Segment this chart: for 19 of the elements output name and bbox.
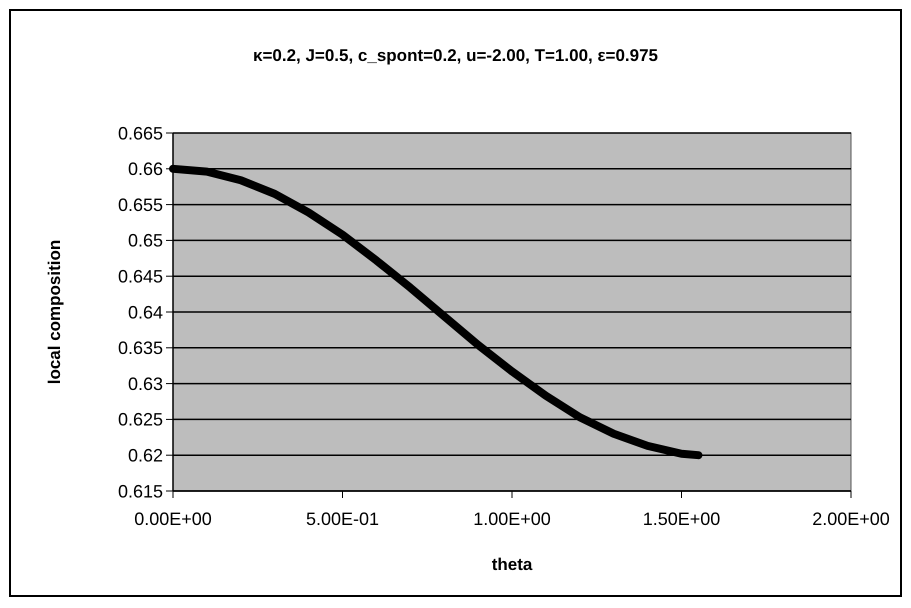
y-tick-label: 0.615 <box>118 481 163 502</box>
y-tick-label: 0.625 <box>118 410 163 430</box>
x-tick-label: 0.00E+00 <box>134 509 212 529</box>
y-axis-title: local composition <box>45 240 64 384</box>
y-tick-label: 0.635 <box>118 338 163 358</box>
x-tick-label: 2.00E+00 <box>812 509 890 529</box>
x-axis-title: theta <box>492 555 533 574</box>
y-tick-label: 0.65 <box>128 230 163 251</box>
y-tick-label: 0.645 <box>118 266 163 286</box>
y-tick-label: 0.66 <box>128 159 163 180</box>
y-tick-label: 0.62 <box>128 446 163 466</box>
y-tick-label: 0.64 <box>128 302 163 322</box>
x-tick-label: 1.50E+00 <box>642 509 720 529</box>
chart-title: κ=0.2, J=0.5, c_spont=0.2, u=-2.00, T=1.00, ε=0.975 <box>252 46 658 65</box>
x-tick-label: 5.00E-01 <box>306 509 380 529</box>
y-tick-label: 0.63 <box>128 374 163 394</box>
y-tick-label: 0.655 <box>118 194 163 215</box>
y-tick-label: 0.665 <box>118 123 163 144</box>
x-tick-label: 1.00E+00 <box>473 509 551 529</box>
